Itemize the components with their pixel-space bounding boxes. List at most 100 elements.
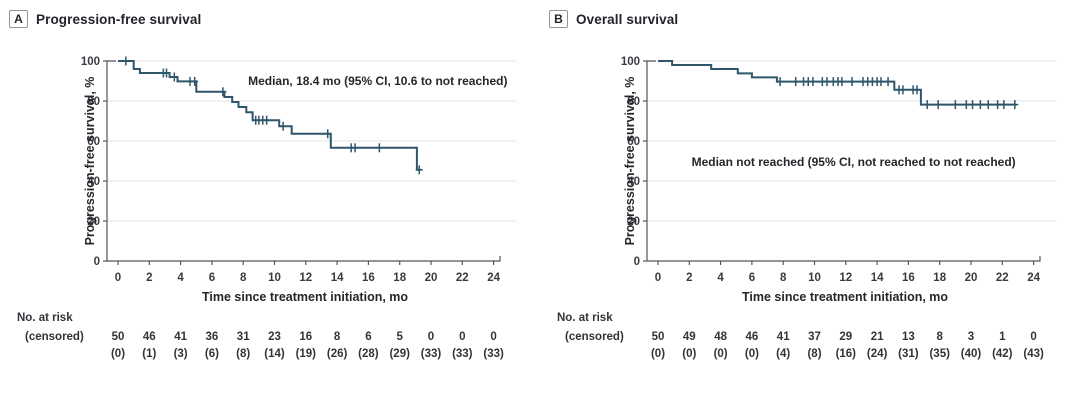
risk-censored-count: (1) — [142, 348, 156, 360]
x-tick-label: 2 — [686, 272, 692, 284]
y-axis-title: Progression-free survival, % — [83, 77, 97, 246]
risk-censored-count: (29) — [389, 348, 410, 360]
risk-censored-count: (33) — [483, 348, 504, 360]
x-tick-label: 22 — [996, 272, 1009, 284]
risk-count: 8 — [936, 331, 943, 343]
risk-censored-count: (0) — [745, 348, 759, 360]
risk-censored-count: (0) — [682, 348, 696, 360]
x-tick-label: 12 — [299, 272, 312, 284]
x-tick-label: 6 — [749, 272, 755, 284]
risk-count: 0 — [490, 331, 496, 343]
risk-censored-count: (43) — [1023, 348, 1044, 360]
risk-table-censored-label: (censored) — [565, 331, 624, 343]
x-tick-label: 18 — [393, 272, 406, 284]
x-tick-label: 6 — [209, 272, 215, 284]
x-axis-title: Time since treatment initiation, mo — [742, 290, 948, 304]
risk-count: 6 — [365, 331, 371, 343]
x-tick-label: 14 — [871, 272, 884, 284]
risk-table-label: No. at risk — [557, 312, 613, 324]
y-tick-label: 60 — [627, 136, 640, 148]
x-tick-label: 0 — [655, 272, 661, 284]
risk-count: 0 — [1030, 331, 1036, 343]
panel-a: A Progression-free survival 0 20 40 60 80 100… — [9, 10, 517, 360]
x-tick-label: 20 — [965, 272, 978, 284]
panel-b-label-box: B — [549, 10, 568, 28]
x-tick-label: 18 — [933, 272, 946, 284]
risk-censored-count: (0) — [111, 348, 125, 360]
panel-a-title: Progression-free survival — [36, 11, 202, 27]
risk-count: 3 — [968, 331, 974, 343]
x-tick-label: 4 — [717, 272, 724, 284]
risk-censored-count: (6) — [205, 348, 219, 360]
risk-count: 21 — [871, 331, 884, 343]
panel-a-label-box: A — [9, 10, 28, 28]
x-axis-title: Time since treatment initiation, mo — [202, 290, 408, 304]
x-tick-label: 20 — [425, 272, 438, 284]
x-tick-label: 22 — [456, 272, 469, 284]
risk-count: 50 — [112, 331, 125, 343]
panel-a-header: A Progression-free survival — [9, 10, 201, 28]
risk-count: 46 — [746, 331, 759, 343]
censor-marks — [122, 56, 423, 175]
risk-count: 5 — [396, 331, 403, 343]
risk-count: 0 — [459, 331, 465, 343]
x-tick-label: 8 — [240, 272, 247, 284]
risk-censored-count: (8) — [236, 348, 250, 360]
panel-b-title: Overall survival — [576, 11, 679, 27]
risk-count: 16 — [299, 331, 312, 343]
risk-censored-count: (31) — [898, 348, 919, 360]
y-axis-title: Progression-free survival, % — [623, 77, 637, 246]
risk-count: 13 — [902, 331, 915, 343]
risk-censored-count: (16) — [836, 348, 857, 360]
risk-censored-count: (0) — [651, 348, 665, 360]
median-annotation: Median, 18.4 mo (95% CI, 10.6 to not rea… — [248, 74, 507, 88]
panel-b-header: B Overall survival — [549, 10, 678, 28]
y-tick-label: 0 — [634, 256, 640, 268]
panel-b: B Overall survival 0 20 40 60 80 100 0 2 4 6 8 10 12… — [540, 0, 1080, 400]
risk-censored-count: (8) — [807, 348, 821, 360]
x-tick-label: 14 — [331, 272, 344, 284]
risk-count: 29 — [839, 331, 852, 343]
risk-count: 36 — [206, 331, 219, 343]
risk-censored-count: (14) — [264, 348, 285, 360]
y-tick-label: 100 — [81, 56, 100, 68]
x-tick-label: 16 — [362, 272, 375, 284]
x-tick-label: 16 — [902, 272, 915, 284]
y-tick-label: 40 — [87, 176, 100, 188]
x-tick-label: 2 — [146, 272, 152, 284]
y-tick-label: 40 — [627, 176, 640, 188]
y-tick-label: 0 — [94, 256, 100, 268]
risk-censored-count: (0) — [714, 348, 728, 360]
risk-count: 48 — [714, 331, 727, 343]
risk-censored-count: (4) — [776, 348, 790, 360]
risk-count: 1 — [999, 331, 1006, 343]
x-tick-label: 10 — [268, 272, 281, 284]
axis-spines — [106, 60, 501, 262]
risk-censored-count: (19) — [296, 348, 317, 360]
risk-count: 50 — [652, 331, 665, 343]
risk-count: 8 — [334, 331, 341, 343]
x-tick-label: 24 — [1027, 272, 1040, 284]
risk-count: 49 — [683, 331, 696, 343]
risk-censored-count: (28) — [358, 348, 379, 360]
risk-count: 31 — [237, 331, 250, 343]
y-tick-label: 100 — [621, 56, 640, 68]
y-tick-label: 20 — [87, 216, 100, 228]
risk-count: 23 — [268, 331, 281, 343]
risk-count: 46 — [143, 331, 156, 343]
km-curve — [658, 60, 1017, 106]
risk-censored-count: (26) — [327, 348, 348, 360]
risk-censored-count: (33) — [452, 348, 473, 360]
risk-count: 37 — [808, 331, 821, 343]
risk-count: 41 — [174, 331, 187, 343]
x-tick-label: 24 — [487, 272, 500, 284]
risk-table-censored-label: (censored) — [25, 331, 84, 343]
x-tick-label: 12 — [839, 272, 852, 284]
risk-censored-count: (3) — [174, 348, 188, 360]
median-annotation: Median not reached (95% CI, not reached … — [692, 155, 1016, 169]
risk-censored-count: (40) — [961, 348, 982, 360]
risk-censored-count: (24) — [867, 348, 888, 360]
